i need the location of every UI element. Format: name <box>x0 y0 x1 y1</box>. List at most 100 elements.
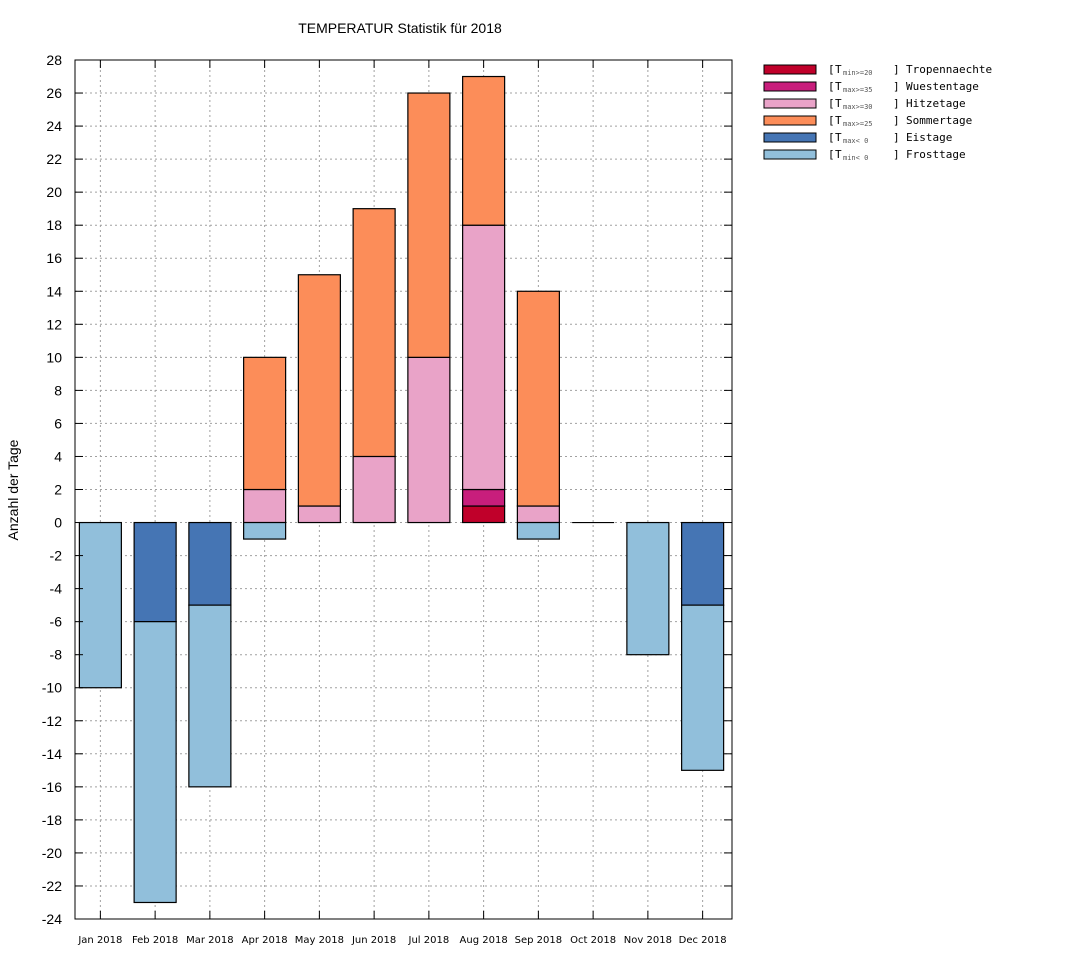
legend-label-frosttage: Frosttage <box>906 148 966 161</box>
bar-frosttage-feb-2018 <box>133 621 177 904</box>
bar-tropennaechte-aug-2018 <box>462 505 506 524</box>
bar-sommertage-aug-2018 <box>462 75 506 226</box>
legend-condition: T <box>835 97 842 110</box>
bar-frosttage-mar-2018 <box>188 604 232 788</box>
legend-condition-sub: min>=20 <box>843 69 873 77</box>
y-tick-label: 10 <box>46 349 62 365</box>
legend-swatch-sommertage <box>763 115 817 126</box>
bar-frosttage-dec-2018 <box>681 604 725 771</box>
x-tick-label: Feb 2018 <box>132 935 178 946</box>
legend-bracket-close: ] <box>893 80 900 93</box>
bar-hitzetage-jun-2018 <box>352 455 396 524</box>
bar-sommertage-jul-2018 <box>407 92 451 358</box>
legend-condition: T <box>835 80 842 93</box>
legend-condition-sub: min< 0 <box>843 154 868 162</box>
legend-condition-sub: max< 0 <box>843 137 868 145</box>
y-tick-label: 18 <box>46 217 62 233</box>
legend-label-tropennaechte: Tropennaechte <box>906 63 992 76</box>
legend-bracket-open: [ <box>828 63 835 76</box>
bars <box>78 75 725 904</box>
legend-bracket-close: ] <box>893 63 900 76</box>
legend-swatch-tropennaechte <box>763 64 817 75</box>
y-tick-label: 8 <box>54 382 62 398</box>
legend-bracket-close: ] <box>893 131 900 144</box>
bar-sommertage-apr-2018 <box>243 356 287 491</box>
legend-condition: T <box>835 63 842 76</box>
bar-hitzetage-sep-2018 <box>516 505 560 524</box>
x-tick-label: Apr 2018 <box>242 935 288 946</box>
x-tick-label: Jan 2018 <box>77 935 122 946</box>
x-tick-label: Mar 2018 <box>186 935 234 946</box>
legend-condition: T <box>835 114 842 127</box>
bar-frosttage-nov-2018 <box>626 521 670 656</box>
bar-eistage-dec-2018 <box>681 521 725 606</box>
legend-label-hitzetage: Hitzetage <box>906 97 966 110</box>
y-tick-label: -14 <box>42 746 62 762</box>
bar-hitzetage-may-2018 <box>297 505 341 524</box>
y-tick-label: 14 <box>46 283 62 299</box>
y-tick-label: 0 <box>54 515 62 531</box>
y-tick-label: 28 <box>46 52 62 68</box>
y-tick-label: -12 <box>42 713 62 729</box>
legend-bracket-open: [ <box>828 80 835 93</box>
legend-bracket-close: ] <box>893 97 900 110</box>
legend-condition: T <box>835 148 842 161</box>
legend-label-sommertage: Sommertage <box>906 114 972 127</box>
axes: 2826242220181614121086420-2-4-6-8-10-12-… <box>42 52 733 946</box>
y-tick-label: -4 <box>50 581 63 597</box>
legend-swatch-eistage <box>763 132 817 143</box>
y-tick-label: -22 <box>42 878 62 894</box>
bar-eistage-feb-2018 <box>133 521 177 623</box>
y-tick-label: -6 <box>50 614 63 630</box>
bar-hitzetage-aug-2018 <box>462 224 506 491</box>
y-tick-label: -10 <box>42 680 62 696</box>
y-tick-label: 20 <box>46 184 62 200</box>
y-tick-label: -2 <box>50 548 63 564</box>
y-tick-label: 16 <box>46 250 62 266</box>
x-tick-label: Jun 2018 <box>351 935 396 946</box>
legend-bracket-close: ] <box>893 148 900 161</box>
y-tick-label: 12 <box>46 316 62 332</box>
legend-bracket-open: [ <box>828 114 835 127</box>
plot-border <box>74 59 733 920</box>
y-tick-label: -16 <box>42 779 62 795</box>
legend-swatch-frosttage <box>763 149 817 160</box>
legend-swatch-hitzetage <box>763 98 817 109</box>
bar-frosttage-apr-2018 <box>243 521 287 540</box>
y-axis-label: Anzahl der Tage <box>5 439 21 540</box>
x-tick-label: Nov 2018 <box>624 935 672 946</box>
x-tick-label: May 2018 <box>295 935 344 946</box>
x-tick-label: Dec 2018 <box>679 935 727 946</box>
y-tick-label: 6 <box>54 415 62 431</box>
y-tick-label: -24 <box>42 911 62 927</box>
y-tick-label: 22 <box>46 151 62 167</box>
y-tick-label: 26 <box>46 85 62 101</box>
x-tick-label: Jul 2018 <box>408 935 450 946</box>
legend-bracket-open: [ <box>828 148 835 161</box>
legend-condition-sub: max>=25 <box>843 120 873 128</box>
legend-bracket-close: ] <box>893 114 900 127</box>
legend-condition-sub: max>=35 <box>843 86 873 94</box>
bar-sommertage-jun-2018 <box>352 208 396 458</box>
legend-label-eistage: Eistage <box>906 131 952 144</box>
bar-sommertage-sep-2018 <box>516 290 560 507</box>
bar-hitzetage-apr-2018 <box>243 488 287 524</box>
x-tick-label: Sep 2018 <box>515 935 562 946</box>
bar-eistage-mar-2018 <box>188 521 232 606</box>
bar-frosttage-sep-2018 <box>516 521 560 540</box>
legend-swatch-wuestentage <box>763 81 817 92</box>
x-tick-label: Oct 2018 <box>570 935 616 946</box>
y-tick-label: -18 <box>42 812 62 828</box>
y-tick-label: -8 <box>50 647 63 663</box>
legend-label-wuestentage: Wuestentage <box>906 80 979 93</box>
legend-condition-sub: max>=30 <box>843 103 873 111</box>
x-tick-label: Aug 2018 <box>460 935 508 946</box>
legend-bracket-open: [ <box>828 97 835 110</box>
bar-frosttage-jan-2018 <box>78 521 122 689</box>
y-tick-label: 2 <box>54 482 62 498</box>
legend-condition: T <box>835 131 842 144</box>
y-tick-label: 24 <box>46 118 62 134</box>
bar-wuestentage-aug-2018 <box>462 488 506 507</box>
